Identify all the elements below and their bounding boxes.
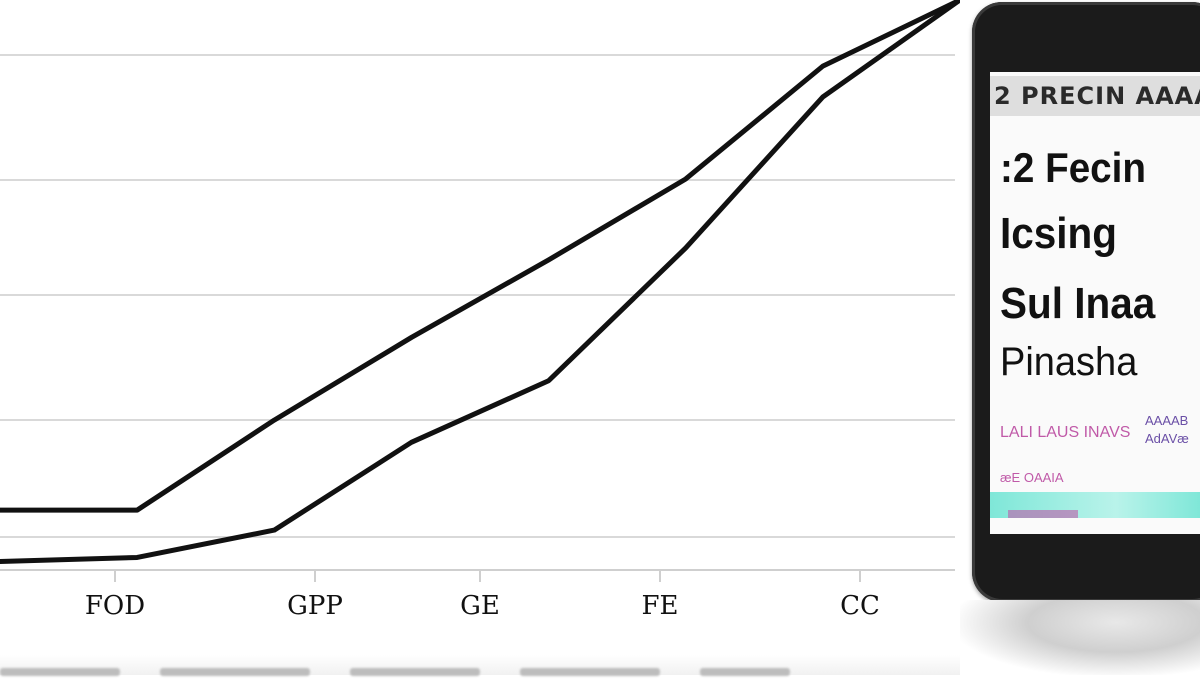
screen-text-line: Icsing: [1000, 209, 1117, 258]
phone-reflection: [960, 600, 1200, 675]
x-tick-label: CC: [840, 591, 880, 621]
series-line-2: [0, 0, 960, 564]
chart-svg: FOD GPP GE FE CC: [0, 0, 960, 621]
x-tick-label: GE: [460, 591, 500, 621]
screen-text-line: Pinasha: [1000, 340, 1138, 384]
screen-header: 2 PRECIN AAAAG PRC: [990, 76, 1200, 116]
screen-caption: LALI LAUS INAVS: [1000, 424, 1131, 441]
x-tick-label: FOD: [85, 591, 145, 621]
screen-text-line: :2 Fecin: [1000, 144, 1147, 191]
x-tick-label: FE: [641, 591, 678, 621]
screen-text-line: Sul Inaa: [1000, 279, 1156, 328]
accent-bar-label: [1008, 510, 1078, 518]
screen-caption: æE OAAIA: [1000, 470, 1064, 485]
phone-screen: 2 PRECIN AAAAG PRC :2 Fecin Icsing Sul I…: [990, 72, 1200, 534]
line-chart: FOD GPP GE FE CC: [0, 0, 960, 676]
series-line-1: [0, 0, 960, 513]
screen-caption: AAAAB AdAVæ: [1145, 413, 1189, 446]
blurred-axis-footer: [0, 655, 960, 676]
x-tick-label: GPP: [287, 591, 343, 621]
